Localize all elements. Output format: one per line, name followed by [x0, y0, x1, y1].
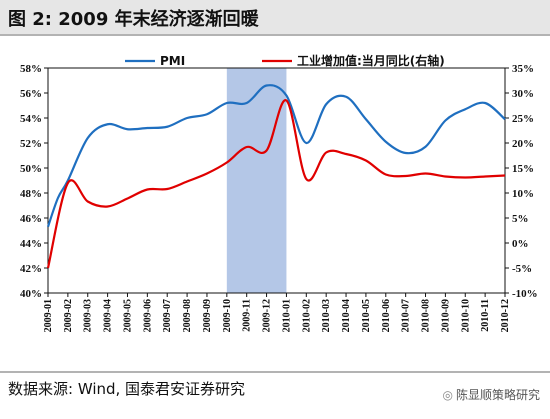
legend-label-pmi: PMI [160, 54, 185, 68]
right-axis-tick-label: 10% [512, 188, 534, 200]
right-axis-tick-label: 30% [512, 88, 534, 100]
left-axis-tick-label: 56% [20, 88, 42, 100]
pmi-series-line [46, 84, 506, 228]
wechat-icon: ◎ [442, 388, 453, 402]
left-axis-tick-label: 52% [20, 138, 42, 150]
x-axis-tick-label: 2010-07 [401, 299, 412, 332]
x-axis-tick-label: 2009-03 [83, 299, 94, 332]
left-axis-tick-label: 50% [20, 163, 42, 175]
x-axis-tick-label: 2009-05 [122, 299, 133, 332]
left-axis-tick-label: 40% [20, 288, 42, 300]
x-axis-tick-label: 2009-07 [162, 299, 173, 332]
header-divider [0, 34, 550, 36]
right-axis-tick-label: 35% [512, 63, 534, 75]
figure-title: 图 2: 2009 年末经济逐渐回暖 [8, 9, 259, 30]
x-axis-tick-label: 2010-10 [460, 299, 471, 332]
x-axis-tick-label: 2009-04 [103, 299, 114, 332]
right-axis-tick-label: 5% [512, 213, 529, 225]
highlight-band [226, 68, 287, 293]
x-axis-tick-label: 2009-12 [262, 299, 273, 332]
right-axis-tick-label: 25% [512, 113, 534, 125]
x-axis-tick-label: 2010-11 [480, 299, 491, 332]
x-axis-tick-label: 2009-02 [63, 299, 74, 332]
industrial-output-series-line [46, 99, 506, 269]
right-axis-tick-label: -5% [512, 263, 532, 275]
title-bar: 图 2: 2009 年末经济逐渐回暖 [0, 0, 550, 34]
watermark: ◎ 陈显顺策略研究 [443, 386, 541, 403]
x-axis-tick-label: 2010-05 [361, 299, 372, 332]
right-axis-tick-label: -10% [512, 288, 538, 300]
x-axis-tick-label: 2009-10 [222, 299, 233, 332]
plot-frame [47, 67, 506, 294]
x-axis-tick-label: 2010-01 [281, 299, 292, 332]
left-axis-tick-label: 44% [20, 238, 42, 250]
legend-label-industrial-output: 工业增加值:当月同比(右轴) [297, 53, 445, 68]
x-axis-tick-label: 2010-06 [381, 299, 392, 332]
x-axis-tick-label: 2009-01 [43, 299, 54, 332]
x-axis-tick-label: 2009-09 [202, 299, 213, 332]
x-axis-tick-label: 2010-12 [500, 299, 511, 332]
x-axis-tick-label: 2010-08 [421, 299, 432, 332]
right-axis-tick-label: 0% [512, 238, 529, 250]
x-axis-tick-label: 2009-11 [242, 299, 253, 332]
left-axis-tick-label: 48% [20, 188, 42, 200]
footer-divider [0, 371, 550, 373]
x-axis-tick-label: 2009-08 [182, 299, 193, 332]
right-axis-tick-label: 20% [512, 138, 534, 150]
right-axis-tick-label: 15% [512, 163, 534, 175]
x-axis-tick-label: 2010-02 [301, 299, 312, 332]
left-axis-tick-label: 58% [20, 63, 42, 75]
line-chart: 40% 42% 44% 46% 48% 50% 52% 54% 56% 58% -10% -5% 0% 5… [20, 53, 538, 332]
left-axis-tick-label: 46% [20, 213, 42, 225]
x-axis-tick-label: 2010-04 [341, 299, 352, 332]
left-axis-tick-label: 42% [20, 263, 42, 275]
x-axis-tick-label: 2010-03 [321, 299, 332, 332]
x-axis-tick-label: 2010-09 [440, 299, 451, 332]
x-axis-tick-label: 2009-06 [142, 299, 153, 332]
watermark-text: 陈显顺策略研究 [455, 388, 540, 402]
source-note: 数据来源: Wind, 国泰君安证券研究 [8, 380, 246, 398]
left-axis-tick-label: 54% [20, 113, 42, 125]
